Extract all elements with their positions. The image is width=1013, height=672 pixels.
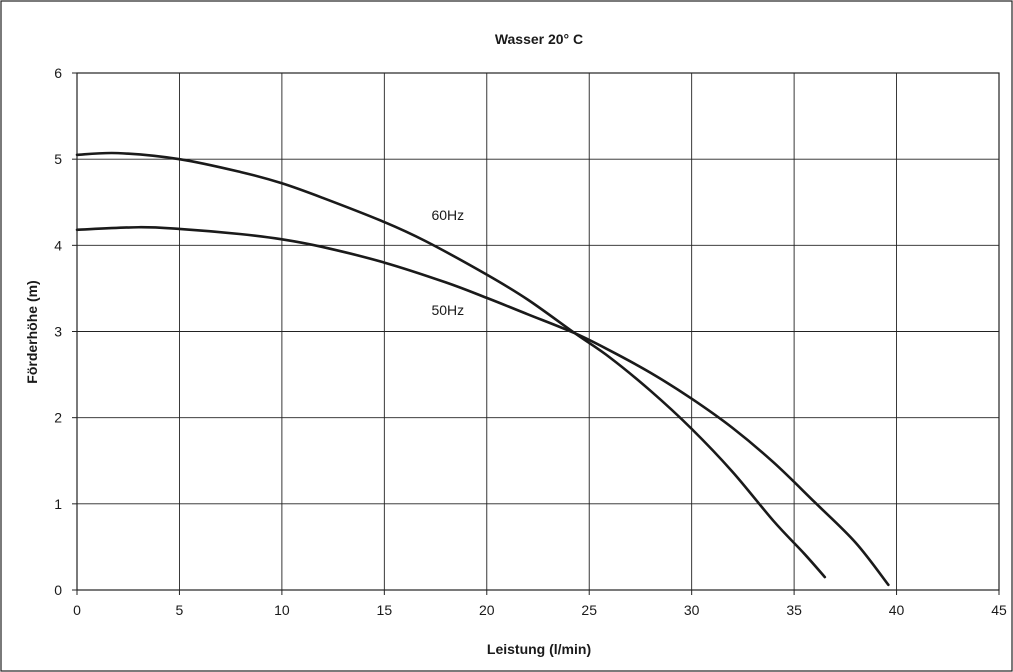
series-labels: 60Hz 50Hz xyxy=(431,207,464,318)
y-tick-label: 2 xyxy=(54,410,62,426)
x-axis-label: Leistung (l/min) xyxy=(487,641,591,657)
x-tick-label: 0 xyxy=(73,602,81,618)
series-line-50hz xyxy=(75,225,890,587)
x-tick-label: 10 xyxy=(274,602,290,618)
series-label-50hz: 50Hz xyxy=(431,302,464,318)
y-tick-label: 0 xyxy=(54,582,62,598)
x-tick-label: 5 xyxy=(176,602,184,618)
y-tick-label: 4 xyxy=(54,237,62,253)
series-lines xyxy=(75,151,890,587)
y-tick-label: 6 xyxy=(54,65,62,81)
x-tick-label: 40 xyxy=(889,602,905,618)
x-tick-label: 20 xyxy=(479,602,495,618)
y-tick-label: 3 xyxy=(54,324,62,340)
y-tick-label: 1 xyxy=(54,496,62,512)
x-tick-label: 15 xyxy=(377,602,393,618)
x-tick-label: 35 xyxy=(786,602,802,618)
y-axis-label: Förderhöhe (m) xyxy=(24,280,40,383)
x-tick-label: 30 xyxy=(684,602,700,618)
x-tick-label: 45 xyxy=(991,602,1007,618)
series-line-60hz xyxy=(75,151,827,579)
y-tick-label: 5 xyxy=(54,151,62,167)
series-label-60hz: 60Hz xyxy=(431,207,464,223)
x-tick-label: 25 xyxy=(581,602,597,618)
chart-title: Wasser 20° C xyxy=(495,31,583,47)
